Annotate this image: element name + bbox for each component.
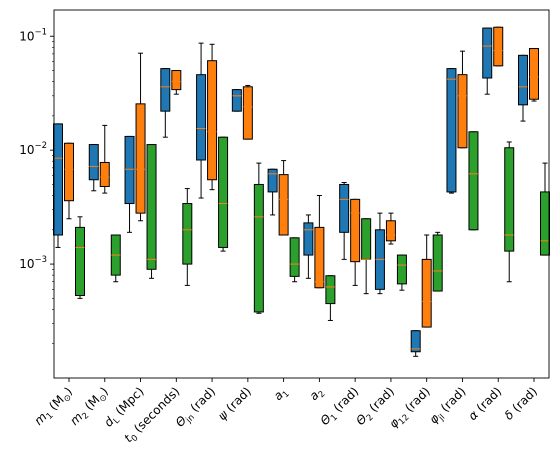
box-series-1-cat-14	[518, 54, 528, 122]
x-tick-label: a1	[271, 384, 292, 405]
box-series-1-cat-7	[267, 168, 278, 216]
box-body	[303, 222, 314, 256]
box-body	[446, 68, 457, 193]
box-body	[289, 237, 300, 277]
box-body	[493, 26, 504, 67]
box-series-2-cat-12	[457, 50, 468, 149]
y-tick-label: 10−2	[19, 141, 47, 157]
box-body	[396, 254, 407, 285]
box-series-2-cat-4	[171, 70, 182, 95]
box-series-3-cat-13	[504, 141, 515, 283]
box-series-1-cat-1	[53, 123, 63, 248]
box-series-2-cat-7	[278, 160, 289, 236]
box-body	[253, 183, 264, 313]
box-body	[325, 275, 336, 305]
box-series-2-cat-2	[99, 124, 110, 194]
box-body	[278, 174, 289, 236]
box-series-1-cat-12	[446, 68, 457, 194]
box-series-1-cat-13	[482, 27, 493, 95]
box-series-1-cat-9	[339, 182, 350, 260]
box-body	[196, 74, 207, 161]
box-series-3-cat-10	[396, 254, 407, 291]
box-body	[410, 330, 421, 353]
box-series-2-cat-9	[350, 198, 361, 286]
x-tick-label: φjl (rad)	[426, 384, 470, 428]
box-series-3-cat-9	[361, 218, 372, 295]
box-body	[361, 218, 372, 260]
x-tick-label: m1 (M⊙)	[31, 384, 77, 430]
box-series-3-cat-4	[182, 188, 193, 286]
box-series-1-cat-10	[374, 212, 385, 295]
box-body	[385, 220, 396, 242]
box-series-1-cat-3	[124, 135, 135, 233]
box-body	[242, 86, 253, 140]
box-series-3-cat-12	[468, 131, 479, 231]
box-series-3-cat-7	[289, 237, 300, 283]
box-body	[64, 142, 74, 202]
box-body	[432, 234, 443, 292]
y-tick-label: 10−3	[19, 255, 47, 271]
box-series-2-cat-10	[385, 212, 396, 245]
box-body	[171, 70, 182, 91]
box-body	[99, 161, 110, 187]
box-body	[529, 48, 539, 100]
box-series-2-cat-14	[529, 48, 539, 102]
box-body	[231, 89, 242, 112]
chart-marks	[53, 26, 550, 357]
y-tick-label: 10−1	[19, 27, 47, 43]
box-series-1-cat-11	[410, 330, 421, 357]
box-body	[518, 54, 528, 106]
box-series-3-cat-2	[110, 234, 121, 283]
box-series-1-cat-8	[303, 214, 314, 279]
box-body	[504, 147, 515, 252]
box-series-1-cat-2	[88, 144, 99, 192]
x-tick-label: ψ (rad)	[215, 384, 254, 423]
box-series-1-cat-4	[160, 68, 171, 138]
box-body	[540, 191, 550, 256]
box-series-3-cat-8	[325, 275, 336, 321]
box-series-3-cat-1	[75, 216, 85, 299]
box-body	[53, 123, 63, 236]
box-series-2-cat-6	[242, 84, 253, 140]
x-tick-label: Θ1 (rad)	[317, 384, 363, 430]
box-body	[314, 226, 325, 289]
box-series-3-cat-6	[253, 162, 264, 314]
box-body	[88, 144, 99, 181]
box-series-2-cat-13	[493, 26, 504, 67]
box-body	[182, 203, 193, 265]
box-series-3-cat-3	[146, 144, 157, 279]
box-body	[207, 60, 218, 181]
box-series-2-cat-5	[207, 43, 218, 191]
box-body	[468, 131, 479, 231]
box-body	[75, 226, 85, 296]
plot-frame	[53, 9, 550, 379]
box-body	[339, 183, 350, 233]
box-body	[350, 198, 361, 263]
box-series-3-cat-11	[432, 231, 443, 292]
x-tick-label: α (rad)	[465, 384, 504, 423]
box-body	[146, 144, 157, 270]
box-body	[218, 136, 229, 248]
x-axis: m1 (M⊙)m2 (M⊙)dL (Mpc)t0 (seconds)Θjn (r…	[31, 378, 540, 445]
box-body	[457, 74, 468, 149]
box-series-3-cat-14	[540, 162, 550, 256]
box-series-2-cat-3	[135, 52, 146, 222]
box-body	[421, 258, 432, 328]
y-axis: 10−3 10−2 10−1	[19, 27, 54, 345]
box-series-3-cat-5	[218, 136, 229, 252]
box-series-2-cat-11	[421, 234, 432, 328]
box-body	[135, 103, 146, 214]
x-tick-label: a2	[307, 384, 328, 405]
box-series-1-cat-5	[196, 42, 207, 199]
box-series-2-cat-1	[64, 142, 74, 220]
x-tick-label: δ (rad)	[502, 384, 540, 422]
x-tick-label: Θjn (rad)	[173, 384, 221, 432]
box-series-1-cat-6	[231, 89, 242, 112]
box-body	[160, 68, 171, 112]
box-body	[482, 27, 493, 79]
box-series-2-cat-8	[314, 194, 325, 289]
box-body	[267, 168, 278, 193]
box-body	[124, 135, 135, 205]
